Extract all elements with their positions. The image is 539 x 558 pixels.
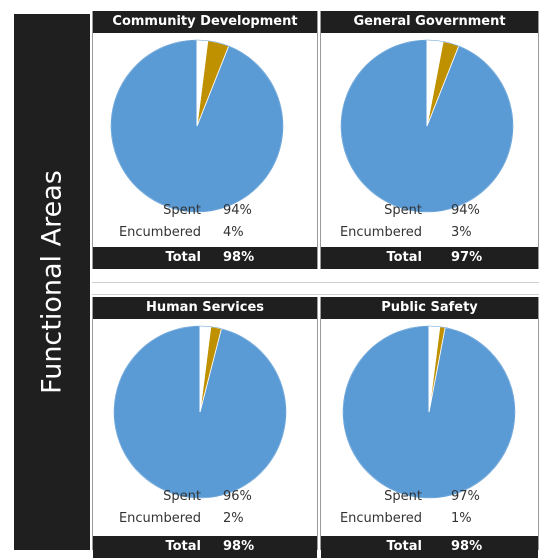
encumbered-row: Encumbered 1% xyxy=(321,511,538,531)
total-value: 98% xyxy=(223,250,255,265)
encumbered-value: 3% xyxy=(451,225,472,240)
spent-row: Spent 94% xyxy=(93,203,317,223)
side-title: Functional Areas xyxy=(36,170,68,394)
total-row: Total 97% xyxy=(321,247,538,269)
total-label: Total xyxy=(386,539,422,554)
spent-row: Spent 97% xyxy=(321,489,538,509)
encumbered-value: 1% xyxy=(451,511,472,526)
pie-outline xyxy=(340,39,514,213)
chart-title: Community Development xyxy=(93,11,317,33)
total-value: 98% xyxy=(451,539,483,554)
chart-title: Human Services xyxy=(93,297,317,319)
divider xyxy=(92,282,539,283)
total-label: Total xyxy=(386,250,422,265)
pie-outline xyxy=(113,325,287,499)
total-label: Total xyxy=(165,539,201,554)
pie-outline xyxy=(342,325,516,499)
pie-chart xyxy=(110,39,284,213)
encumbered-label: Encumbered xyxy=(118,511,201,526)
spent-value: 97% xyxy=(451,489,480,504)
chart-panel-community-development: Community Development Spent 94% Encumber… xyxy=(92,11,318,269)
chart-panel-human-services: Human Services Spent 96% Encumbered 2% T… xyxy=(92,297,318,558)
encumbered-label: Encumbered xyxy=(339,511,422,526)
pie-chart xyxy=(342,325,516,499)
divider xyxy=(92,294,539,295)
pie-chart xyxy=(113,325,287,499)
spent-label: Spent xyxy=(384,489,422,504)
encumbered-value: 4% xyxy=(223,225,244,240)
total-value: 98% xyxy=(223,539,255,554)
encumbered-row: Encumbered 3% xyxy=(321,225,538,245)
total-row: Total 98% xyxy=(321,536,538,558)
encumbered-value: 2% xyxy=(223,511,244,526)
spent-label: Spent xyxy=(384,203,422,218)
spent-row: Spent 94% xyxy=(321,203,538,223)
chart-title: General Government xyxy=(321,11,538,33)
total-label: Total xyxy=(165,250,201,265)
total-value: 97% xyxy=(451,250,483,265)
spent-label: Spent xyxy=(163,489,201,504)
chart-title: Public Safety xyxy=(321,297,538,319)
spent-value: 96% xyxy=(223,489,252,504)
pie-chart xyxy=(340,39,514,213)
total-row: Total 98% xyxy=(93,536,317,558)
chart-panel-public-safety: Public Safety Spent 97% Encumbered 1% To… xyxy=(320,297,539,558)
side-band xyxy=(14,14,90,550)
encumbered-row: Encumbered 4% xyxy=(93,225,317,245)
total-row: Total 98% xyxy=(93,247,317,269)
chart-panel-general-government: General Government Spent 94% Encumbered … xyxy=(320,11,539,269)
encumbered-label: Encumbered xyxy=(118,225,201,240)
spent-label: Spent xyxy=(163,203,201,218)
spent-value: 94% xyxy=(223,203,252,218)
pie-outline xyxy=(110,39,284,213)
spent-value: 94% xyxy=(451,203,480,218)
encumbered-row: Encumbered 2% xyxy=(93,511,317,531)
spent-row: Spent 96% xyxy=(93,489,317,509)
encumbered-label: Encumbered xyxy=(339,225,422,240)
